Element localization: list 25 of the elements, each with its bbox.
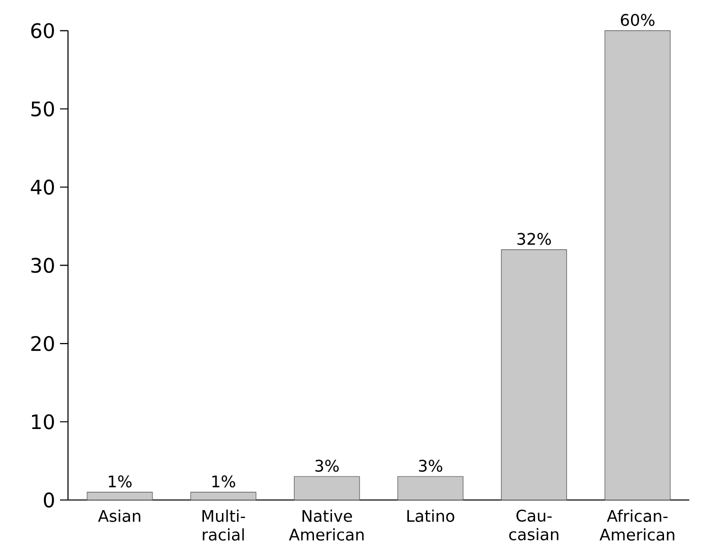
y-tick-label: 30 <box>31 258 54 273</box>
y-tick-label: 0 <box>44 492 54 508</box>
bar <box>398 476 464 500</box>
bar <box>501 249 567 500</box>
data-label: 60% <box>620 14 654 26</box>
y-tick-label: 10 <box>32 414 54 430</box>
data-label: 1% <box>212 475 236 488</box>
bar <box>86 492 153 500</box>
x-tick-label: Asian <box>98 510 140 522</box>
x-tick-label: Latino <box>407 510 454 522</box>
data-label: 32% <box>517 232 551 245</box>
data-label: 3% <box>418 460 442 472</box>
y-tick-label: 50 <box>31 101 54 116</box>
data-label: 3% <box>315 460 339 472</box>
bar <box>294 476 360 500</box>
y-tick-label: 20 <box>31 336 54 352</box>
x-tick-label: Cau-casian <box>509 510 558 540</box>
bar <box>190 492 256 500</box>
x-tick-label: Multi-racial <box>202 510 246 541</box>
y-tick-label: 40 <box>30 180 54 195</box>
data-label: 1% <box>108 475 132 488</box>
bar <box>604 30 670 500</box>
y-tick-label: 60 <box>31 23 54 38</box>
x-tick-label: Native American <box>288 510 364 541</box>
x-tick-label: African-American <box>600 510 674 541</box>
